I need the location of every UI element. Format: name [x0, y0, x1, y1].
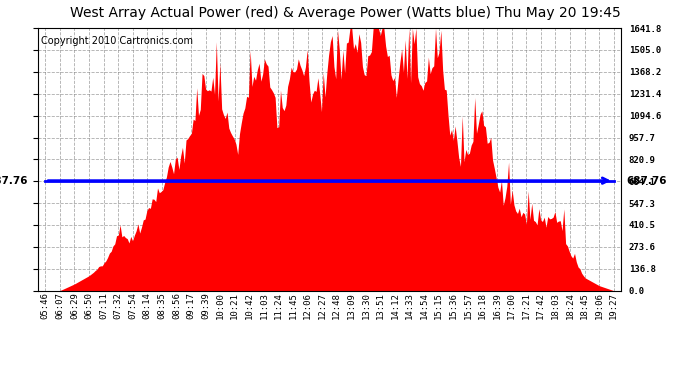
Text: 687.76: 687.76 — [0, 176, 28, 186]
Text: 687.76: 687.76 — [627, 176, 667, 186]
Text: West Array Actual Power (red) & Average Power (Watts blue) Thu May 20 19:45: West Array Actual Power (red) & Average … — [70, 6, 620, 20]
Text: Copyright 2010 Cartronics.com: Copyright 2010 Cartronics.com — [41, 36, 193, 46]
